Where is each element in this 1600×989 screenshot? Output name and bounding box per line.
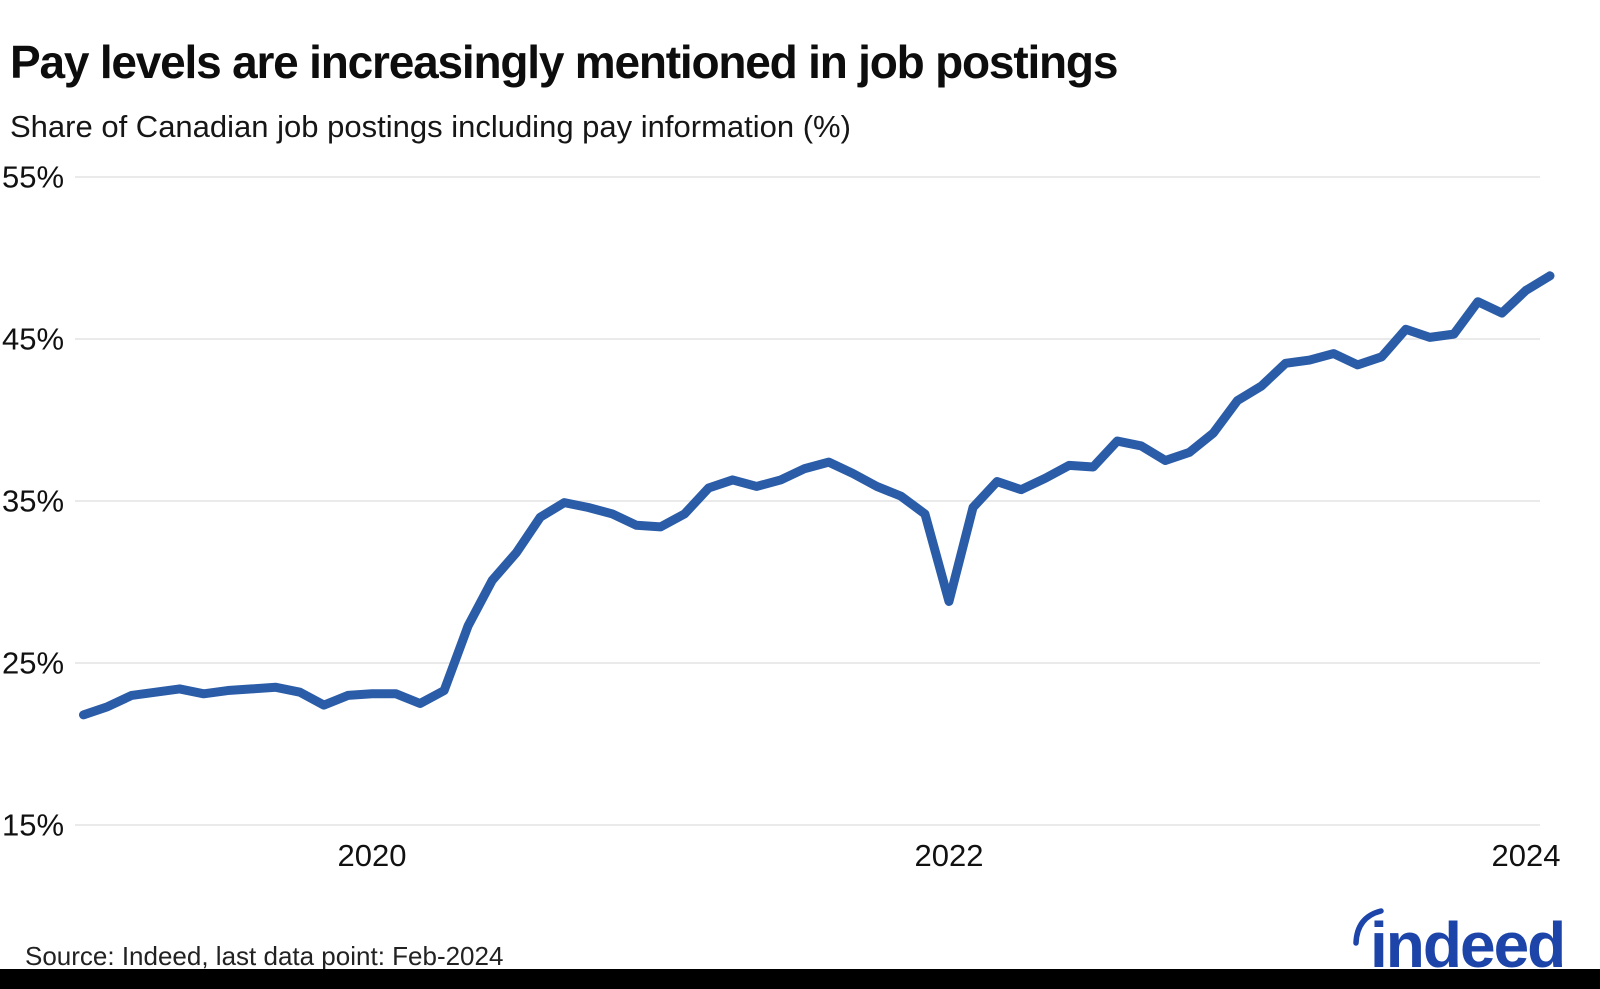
bottom-bar — [0, 969, 1600, 989]
y-tick-label: 25% — [2, 646, 64, 681]
pay-share-line — [79, 271, 1555, 720]
x-tick-label: 2024 — [1491, 838, 1560, 873]
x-tick-label: 2022 — [914, 838, 983, 873]
indeed-logo-text: indeed — [1370, 909, 1564, 980]
indeed-logo-swoosh-icon — [1353, 908, 1384, 946]
source-note: Source: Indeed, last data point: Feb-202… — [25, 941, 504, 971]
x-tick-label: 2020 — [338, 838, 407, 873]
y-tick-label: 15% — [2, 808, 64, 843]
page-title: Pay levels are increasingly mentioned in… — [10, 35, 1118, 88]
y-tick-label: 35% — [2, 484, 64, 519]
y-tick-label: 55% — [2, 160, 64, 195]
y-tick-label: 45% — [2, 322, 64, 357]
chart-subtitle: Share of Canadian job postings including… — [10, 109, 851, 144]
indeed-logo: indeed — [1353, 908, 1566, 980]
